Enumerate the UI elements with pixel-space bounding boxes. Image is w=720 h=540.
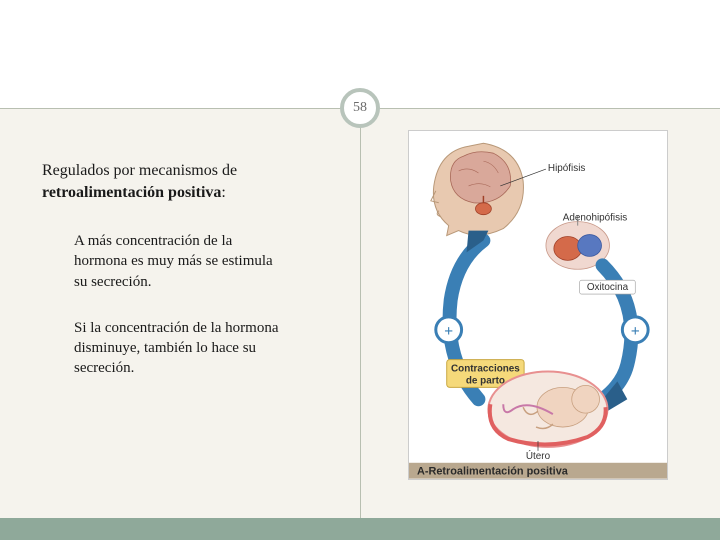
fetus-illustration bbox=[488, 371, 607, 446]
label-hipofisis: Hipófisis bbox=[548, 163, 585, 174]
vertical-divider bbox=[360, 108, 361, 518]
label-adenohipofisis: Adenohipófisis bbox=[563, 213, 627, 224]
bullet-point: A más concentración de la hormona es muy… bbox=[74, 231, 284, 292]
diagram-caption: A-Retroalimentación positiva bbox=[417, 466, 569, 478]
label-utero: Útero bbox=[526, 451, 551, 462]
slide: 58 Regulados por mecanismos de retroalim… bbox=[0, 0, 720, 540]
text-column: Regulados por mecanismos de retroaliment… bbox=[42, 160, 312, 405]
bottom-accent-band bbox=[0, 518, 720, 540]
plus-badge-right: + bbox=[622, 317, 648, 343]
svg-text:+: + bbox=[631, 323, 640, 340]
page-number-badge: 58 bbox=[340, 88, 380, 128]
plus-badge-left: + bbox=[436, 317, 462, 343]
svg-text:de parto: de parto bbox=[466, 375, 505, 386]
feedback-diagram: Hipófisis Adenohipófisis bbox=[408, 130, 668, 480]
bullet-point: Si la concentración de la hormona dismin… bbox=[74, 318, 284, 379]
page-number: 58 bbox=[353, 100, 367, 116]
svg-text:Contracciones: Contracciones bbox=[451, 363, 520, 374]
intro-prefix: Regulados por mecanismos de bbox=[42, 162, 237, 179]
intro-suffix: : bbox=[221, 184, 225, 201]
svg-text:+: + bbox=[444, 323, 453, 340]
head-illustration bbox=[431, 143, 524, 235]
label-oxitocina: Oxitocina bbox=[587, 282, 629, 293]
intro-bold: retroalimentación positiva bbox=[42, 184, 221, 201]
intro-paragraph: Regulados por mecanismos de retroaliment… bbox=[42, 160, 312, 203]
diagram-svg: Hipófisis Adenohipófisis bbox=[409, 131, 667, 479]
